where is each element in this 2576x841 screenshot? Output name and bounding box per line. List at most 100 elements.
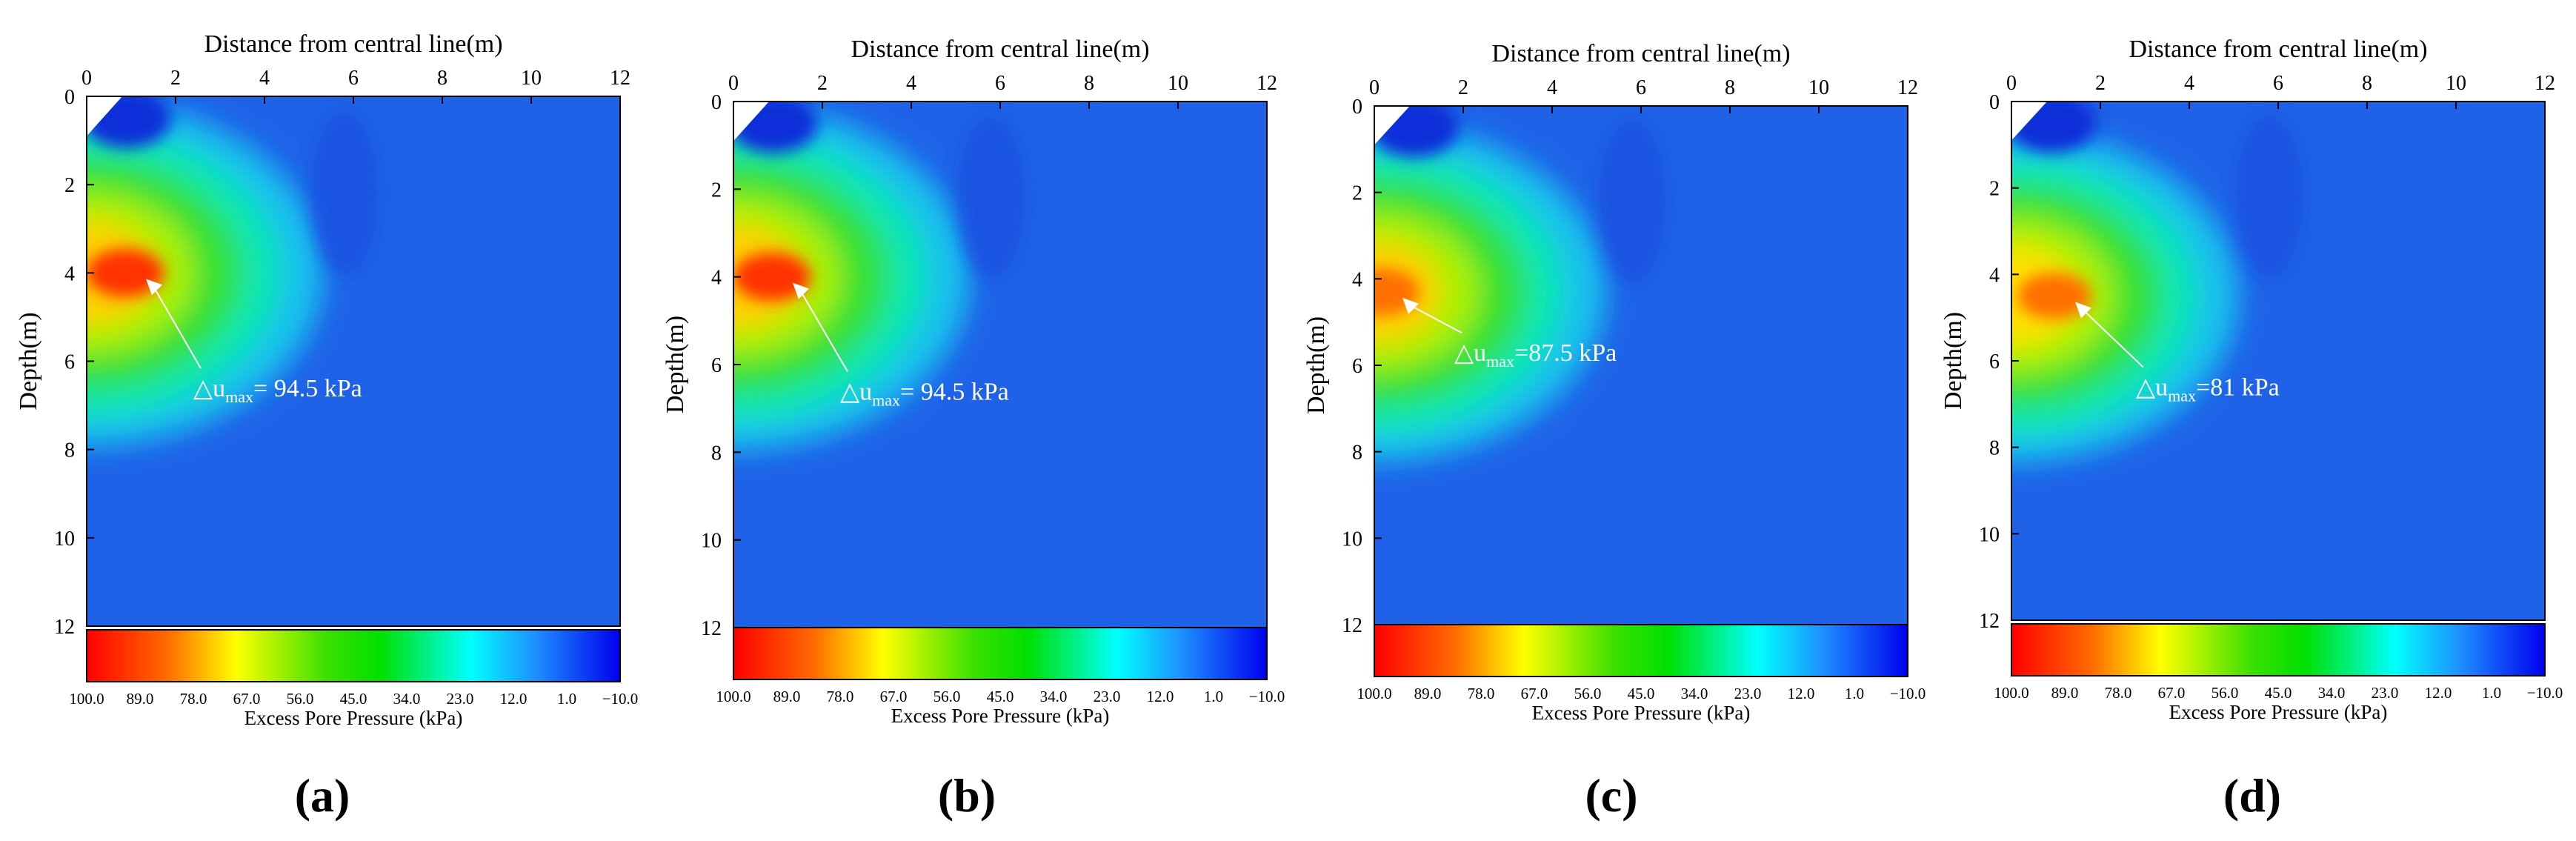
embankment-notch [733, 102, 769, 142]
colorbar-tick-label: 23.0 [1734, 685, 1762, 702]
colorbar-tick-label: 78.0 [2105, 684, 2132, 702]
x-tick-label: 12 [1897, 76, 1918, 99]
colorbar-tick-label: 67.0 [233, 690, 261, 708]
annotation-arrowhead [2075, 302, 2091, 319]
colorbar [1374, 624, 1908, 677]
colorbar-label: Excess Pore Pressure (kPa) [2169, 701, 2388, 723]
y-tick-label: 8 [711, 442, 722, 465]
y-tick-label: 10 [54, 528, 75, 551]
y-tick-label: 4 [711, 267, 722, 290]
colorbar-tick-label: 23.0 [447, 690, 474, 708]
colorbar-tick-label: 78.0 [180, 690, 207, 708]
colorbar-tick-label: 12.0 [1147, 688, 1174, 705]
panel-label: (a) [295, 769, 350, 822]
x-axis-title: Distance from central line(m) [2129, 36, 2427, 63]
y-tick-label: 4 [1352, 268, 1362, 291]
panel-a: 0 2 4 6 8 10 12 0 2 4 6 8 10 12 Distance from central … [15, 30, 639, 822]
colorbar-tick-label: 67.0 [880, 688, 908, 705]
y-tick-label: 12 [701, 617, 722, 640]
annotation-arrowhead [793, 282, 809, 299]
y-tick-label: 4 [1989, 264, 2000, 287]
pressure-bulb [733, 103, 971, 451]
annotation-arrow-line [153, 285, 202, 369]
pressure-bulb [2011, 129, 2239, 463]
annotation-label: △umax=87.5 kPa [1454, 339, 1617, 370]
colorbar-tick-label: 23.0 [2372, 684, 2399, 702]
x-tick-label: 2 [170, 67, 181, 90]
colorbar-tick-label: 34.0 [2318, 684, 2346, 702]
peak-core [87, 248, 164, 297]
colorbar-tick-label: 89.0 [1414, 685, 1442, 702]
annotation-arrow-line [2082, 308, 2144, 368]
colorbar-tick-label: −10.0 [602, 690, 639, 708]
y-tick-label: 4 [64, 262, 75, 285]
annotation-label: △umax=81 kPa [2136, 374, 2280, 405]
embankment-notch [87, 96, 122, 136]
x-tick-label: 4 [2184, 72, 2194, 95]
colorbar-tick-label: 100.0 [69, 690, 104, 708]
y-tick-label: 2 [64, 174, 75, 197]
annotation-label: △umax= 94.5 kPa [193, 375, 362, 406]
y-tick-label: 6 [1989, 350, 2000, 373]
x-tick-label: 6 [995, 72, 1005, 95]
colorbar-tick-label: 12.0 [500, 690, 527, 708]
colorbar-tick-label: 56.0 [933, 688, 961, 705]
y-tick-label: 12 [54, 616, 75, 639]
colorbar-tick-label: 89.0 [773, 688, 801, 705]
y-tick-label: 0 [711, 91, 722, 114]
contour-field [2011, 102, 2545, 620]
x-tick-label: 4 [1547, 76, 1557, 99]
x-tick-label: 12 [2535, 72, 2555, 95]
pressure-bulb [87, 99, 324, 447]
y-tick-label: 2 [711, 179, 722, 202]
x-tick-label: 12 [1257, 72, 1277, 95]
y-axis-title: Depth(m) [1940, 312, 1967, 410]
colorbar-tick-label: 45.0 [340, 690, 367, 708]
colorbar-tick-label: −10.0 [1890, 685, 1926, 702]
x-axis-title: Distance from central line(m) [1491, 40, 1790, 67]
x-axis-title: Distance from central line(m) [204, 30, 502, 58]
x-tick-label: 8 [1725, 76, 1735, 99]
y-tick-label: 10 [1979, 523, 2000, 546]
colorbar-tick-label: 67.0 [2158, 684, 2186, 702]
colorbar-tick-label: 67.0 [1521, 685, 1548, 702]
y-tick-label: 0 [1352, 96, 1362, 119]
x-tick-label: 8 [2362, 72, 2372, 95]
pressure-bulb [1374, 122, 1606, 462]
panel-label: (b) [938, 769, 996, 822]
x-tick-label: 10 [521, 67, 542, 90]
x-tick-label: 2 [2095, 72, 2106, 95]
embankment-notch [2011, 102, 2047, 141]
y-tick-label: 12 [1342, 614, 1362, 637]
x-tick-label: 0 [728, 72, 739, 95]
y-tick-label: 2 [1352, 182, 1362, 205]
y-tick-label: 10 [701, 530, 722, 553]
panel-c: 0 2 4 6 8 10 12 0 2 4 6 8 10 12 Distance from central … [1302, 40, 1926, 822]
x-tick-label: 4 [259, 67, 270, 90]
colorbar-tick-label: −10.0 [2527, 684, 2563, 702]
peak-core [2017, 273, 2092, 319]
x-tick-label: 10 [1168, 72, 1188, 95]
y-tick-label: 6 [1352, 355, 1362, 378]
x-tick-label: 4 [906, 72, 916, 95]
annotation-label: △umax= 94.5 kPa [840, 378, 1009, 409]
colorbar-tick-label: 56.0 [2211, 684, 2239, 702]
colorbar-tick-label: 45.0 [1628, 685, 1655, 702]
y-tick-label: 8 [1989, 437, 2000, 460]
x-tick-label: 6 [348, 67, 359, 90]
colorbar [733, 627, 1268, 680]
y-axis-title: Depth(m) [662, 316, 689, 413]
y-tick-label: 8 [64, 439, 75, 462]
colorbar-label: Excess Pore Pressure (kPa) [1532, 702, 1751, 724]
colorbar-tick-label: 12.0 [2425, 684, 2452, 702]
x-axis-title: Distance from central line(m) [851, 36, 1149, 63]
colorbar-tick-label: 34.0 [1040, 688, 1068, 705]
colorbar-tick-label: 100.0 [716, 688, 750, 705]
colorbar-tick-label: 34.0 [393, 690, 421, 708]
contour-field [733, 102, 1267, 628]
panel-d: 0 2 4 6 8 10 12 0 2 4 6 8 10 12 Distance from central … [1940, 36, 2563, 822]
colorbar-tick-label: −10.0 [1249, 688, 1285, 705]
y-tick-label: 8 [1352, 442, 1362, 465]
y-tick-label: 12 [1979, 610, 2000, 633]
